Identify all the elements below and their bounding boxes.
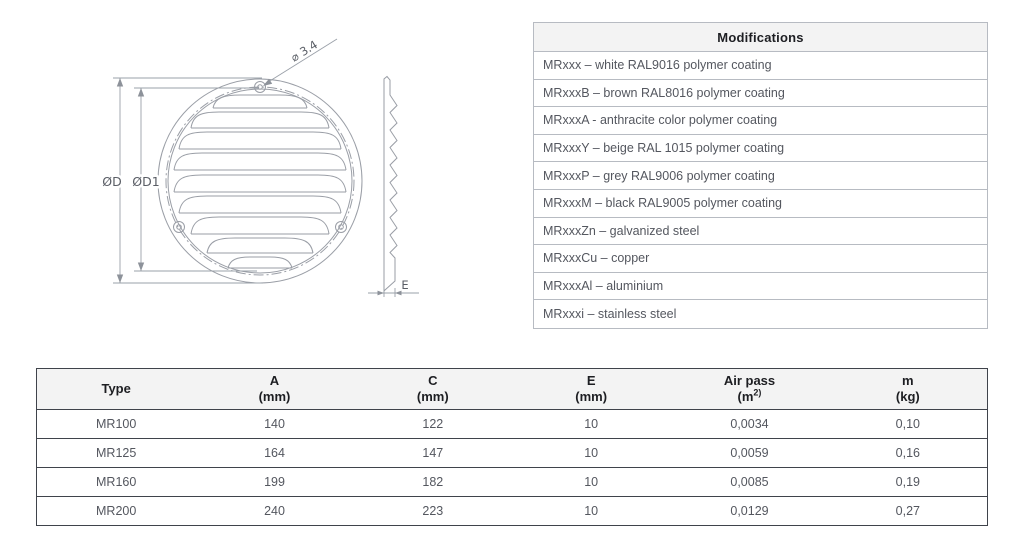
modification-row: MRxxxY – beige RAL 1015 polymer coating	[534, 135, 987, 163]
cell-c: 182	[422, 475, 444, 489]
louver-slat	[178, 131, 342, 150]
cell-e: 10	[584, 475, 599, 489]
dim-hole-diameter: ⌀ 3.4	[263, 37, 338, 86]
modification-row: MRxxx – white RAL9016 polymer coating	[534, 52, 987, 80]
grille-side-view: E	[368, 75, 419, 297]
modification-row: MRxxxB – brown RAL8016 polymer coating	[534, 80, 987, 108]
table-row: MR160 199 182 10 0,0085 0,19	[37, 468, 987, 497]
modification-row: MRxxxA - anthracite color polymer coatin…	[534, 107, 987, 135]
dim-thickness: E	[368, 278, 419, 297]
louver-slat	[173, 174, 347, 193]
column-header-m: m (kg)	[895, 372, 920, 404]
louver-slats	[173, 94, 347, 269]
cell-a: 164	[264, 446, 285, 460]
inner-diameter-label: ØD1	[132, 174, 159, 189]
column-header-type: Type	[101, 380, 131, 396]
screw-hole-top	[254, 81, 266, 93]
cell-air-pass: 0,0059	[730, 446, 769, 460]
table-row: MR125 164 147 10 0,0059 0,16	[37, 439, 987, 468]
louver-slat	[212, 94, 308, 109]
cell-m: 0,10	[895, 417, 920, 431]
outer-diameter-label: ØD	[102, 174, 121, 189]
cell-c: 122	[422, 417, 444, 431]
cell-a: 240	[264, 504, 285, 518]
cell-e: 10	[584, 446, 599, 460]
dimensions-table-header: Type A (mm) C (mm) E (mm) Air pass (m2) …	[37, 369, 987, 410]
column-header-c: C (mm)	[416, 372, 449, 404]
louver-slat	[178, 195, 342, 214]
outer-circle	[157, 78, 363, 284]
cell-c: 147	[422, 446, 444, 460]
cell-type: MR160	[96, 475, 137, 489]
cell-type: MR200	[96, 504, 137, 518]
louver-slat	[206, 237, 314, 254]
inner-circle	[167, 88, 353, 274]
cell-m: 0,19	[895, 475, 920, 489]
grille-front-view	[157, 78, 363, 284]
cell-e: 10	[584, 417, 599, 431]
table-row: MR100 140 122 10 0,0034 0,10	[37, 410, 987, 439]
modification-row: MRxxxCu – copper	[534, 245, 987, 273]
modification-row: MRxxxM – black RAL9005 polymer coating	[534, 190, 987, 218]
thickness-label: E	[401, 278, 408, 292]
louver-slat	[173, 152, 347, 171]
column-header-air-pass: Air pass (m2)	[723, 372, 776, 404]
cell-a: 140	[264, 417, 285, 431]
modification-row: MRxxxAl – aluminium	[534, 273, 987, 301]
modification-row: MRxxxP – grey RAL9006 polymer coating	[534, 162, 987, 190]
cell-m: 0,27	[895, 504, 920, 518]
modification-row: MRxxxi – stainless steel	[543, 307, 677, 322]
cell-c: 223	[422, 504, 444, 518]
hole-diameter-label: ⌀ 3.4	[288, 37, 320, 64]
cell-air-pass: 0,0085	[730, 475, 769, 489]
louver-slat	[190, 216, 330, 235]
cell-e: 10	[584, 504, 599, 518]
dim-outer-diameter: ØD	[100, 77, 263, 284]
louver-slat	[227, 256, 293, 269]
grille-technical-drawing: ØD ØD1 ⌀ 3.4 E	[100, 37, 419, 297]
bolt-circle	[165, 86, 355, 276]
column-header-e: E (mm)	[575, 372, 608, 404]
screw-hole-left	[173, 221, 185, 233]
dimensions-table: Type A (mm) C (mm) E (mm) Air pass (m2) …	[36, 368, 988, 526]
cell-m: 0,16	[895, 446, 920, 460]
louver-slat	[190, 111, 330, 129]
cell-air-pass: 0,0034	[730, 417, 769, 431]
column-header-a: A (mm)	[258, 372, 291, 404]
screw-hole-right	[335, 221, 347, 233]
cell-type: MR125	[96, 446, 137, 460]
dim-inner-diameter: ØD1	[130, 87, 259, 272]
cell-type: MR100	[96, 417, 137, 431]
modification-row: MRxxxZn – galvanized steel	[534, 218, 987, 246]
modifications-table-header: Modifications	[534, 23, 987, 52]
table-row: MR200 240 223 10 0,0129 0,27	[37, 497, 987, 525]
cell-a: 199	[264, 475, 285, 489]
cell-air-pass: 0,0129	[730, 504, 769, 518]
modifications-table: Modifications MRxxx – white RAL9016 poly…	[533, 22, 988, 329]
